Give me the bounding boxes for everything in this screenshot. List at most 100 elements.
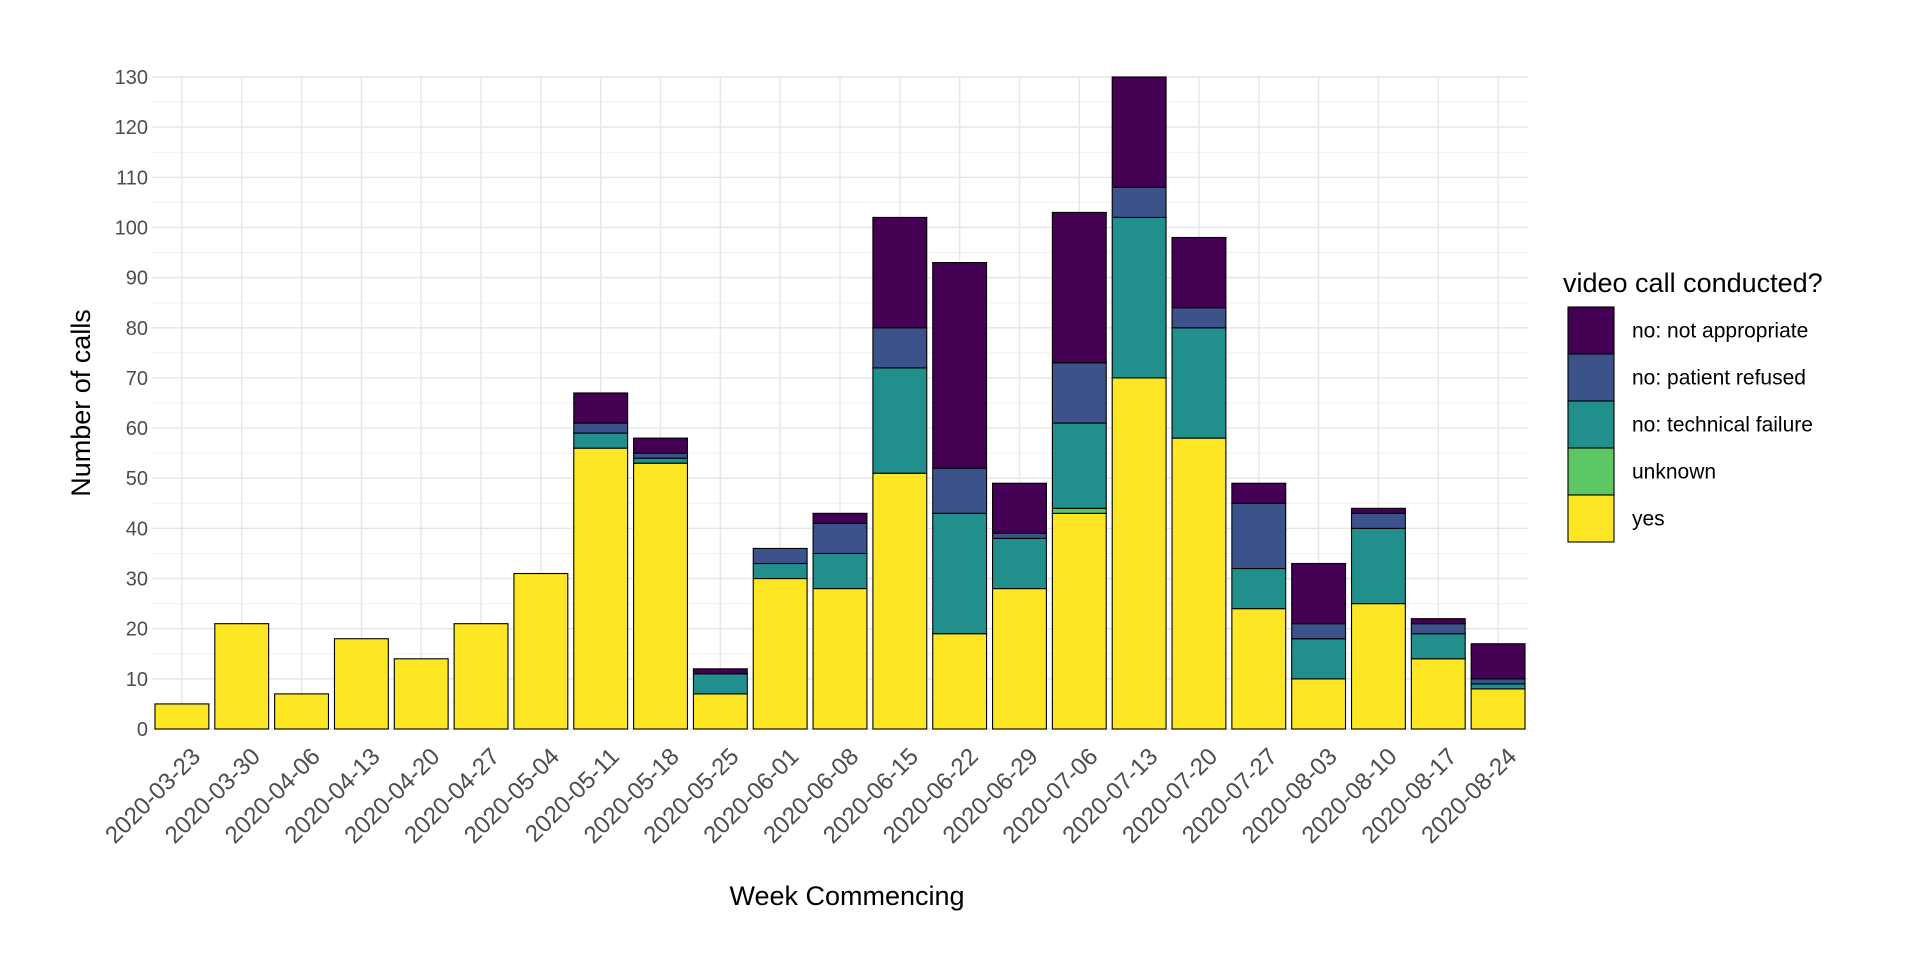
bar-segment (812, 522, 868, 555)
legend-title: video call conducted? (1563, 268, 1823, 298)
bar-segment (1111, 377, 1167, 730)
bar-segment (1410, 658, 1466, 730)
bar-segment (1410, 618, 1466, 625)
bar-segment (513, 572, 569, 730)
y-tick-label: 30 (126, 569, 148, 591)
bar-segment (1171, 236, 1227, 309)
bar-segment (872, 327, 928, 369)
bar-segment (274, 693, 330, 730)
bar-segment (1231, 567, 1287, 610)
bar-segment (453, 623, 509, 730)
y-tick-label: 20 (126, 619, 148, 641)
bar-segment (932, 262, 988, 469)
bar-segment (872, 367, 928, 474)
bar-segment (692, 673, 748, 695)
bar-segment (1051, 211, 1107, 364)
bar-segment (573, 447, 629, 730)
bar-segment (214, 623, 270, 730)
y-tick-label: 0 (137, 719, 148, 741)
bar-segment (1410, 633, 1466, 660)
bar-segment (992, 482, 1047, 534)
y-tick-label: 110 (116, 167, 148, 189)
bar-segment (992, 537, 1047, 590)
bar-segment (633, 452, 688, 459)
bar-segment (1470, 678, 1526, 685)
bar-segment (932, 633, 988, 730)
bar-segment (872, 472, 928, 730)
legend-label: no: not appropriate (1632, 320, 1808, 343)
legend-label: no: technical failure (1632, 414, 1813, 437)
bar-segment (573, 432, 629, 449)
legend-label: no: patient refused (1632, 367, 1806, 390)
bar-segment (1470, 688, 1526, 730)
legend-label: unknown (1632, 461, 1716, 484)
bar-segment (752, 547, 808, 565)
bar-segment (393, 658, 449, 730)
bar-segment (1470, 683, 1526, 690)
bar-segment (1291, 678, 1347, 730)
bars-layer (154, 76, 1526, 730)
bar-segment (1051, 507, 1107, 514)
legend-key (1567, 400, 1615, 449)
legend-key (1567, 494, 1615, 543)
bar-segment (932, 467, 988, 514)
y-tick-label: 100 (115, 217, 148, 239)
y-tick-label: 80 (126, 318, 148, 340)
legend: video call conducted? no: not appropriat… (1563, 268, 1823, 543)
bar-segment (752, 577, 808, 730)
bar-segment (573, 392, 629, 424)
y-axis-title: Number of calls (66, 309, 96, 497)
y-tick-label: 120 (115, 117, 148, 139)
bar-segment (1111, 186, 1167, 218)
bar-segment (1051, 512, 1107, 730)
bar-segment (1350, 603, 1406, 730)
bar-segment (1231, 482, 1287, 504)
bar-segment (633, 457, 688, 464)
bar-segment (1051, 422, 1107, 509)
y-tick-label: 90 (126, 268, 148, 290)
bar-segment (692, 668, 748, 675)
legend-key (1567, 447, 1615, 496)
legend-label: yes (1632, 508, 1665, 531)
bar-segment (1171, 307, 1227, 329)
bar-segment (154, 703, 210, 730)
bar-segment (1231, 502, 1287, 570)
bar-segment (1171, 437, 1227, 730)
bar-segment (1410, 623, 1466, 635)
bar-segment (1350, 507, 1406, 514)
legend-key (1567, 353, 1615, 402)
bar-segment (1291, 638, 1347, 680)
bar-segment (1171, 327, 1227, 439)
bar-segment (573, 422, 629, 434)
bar-segment (992, 532, 1047, 539)
bar-segment (872, 216, 928, 329)
x-axis: 2020-03-232020-03-302020-04-062020-04-13… (100, 743, 1522, 849)
y-tick-label: 130 (115, 67, 148, 89)
x-axis-title: Week Commencing (729, 881, 964, 911)
bar-segment (1051, 362, 1107, 424)
bar-segment (1350, 512, 1406, 529)
bar-segment (633, 437, 688, 454)
bar-segment (1350, 527, 1406, 605)
bar-segment (752, 562, 808, 580)
bar-segment (812, 552, 868, 590)
bar-segment (1231, 608, 1287, 730)
legend-key (1567, 306, 1615, 355)
bar-segment (1470, 643, 1526, 680)
bar-segment (692, 693, 748, 730)
y-tick-label: 60 (126, 418, 148, 440)
y-tick-label: 70 (126, 368, 148, 390)
bar-segment (1111, 76, 1167, 188)
bar-segment (1291, 623, 1347, 640)
y-tick-label: 10 (126, 669, 148, 691)
y-axis: 0 10 20 30 40 50 60 70 80 90 100 110 120 130 (115, 67, 148, 741)
bar-segment (1111, 216, 1167, 379)
y-tick-label: 50 (126, 468, 148, 490)
bar-segment (1291, 562, 1347, 625)
bar-segment (812, 588, 868, 730)
bar-segment (932, 512, 988, 635)
y-tick-label: 40 (126, 518, 148, 540)
bar-segment (812, 512, 868, 524)
bar-segment (992, 588, 1047, 730)
